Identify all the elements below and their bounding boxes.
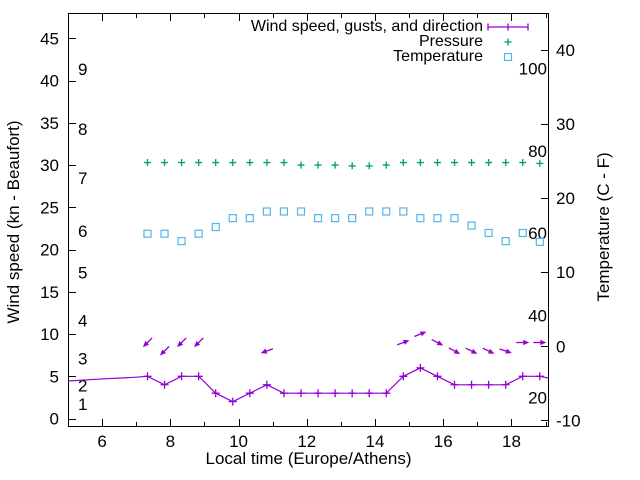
svg-text:5: 5: [78, 263, 87, 282]
chart-legend: Wind speed, gusts, and direction Pressur…: [250, 18, 533, 65]
svg-text:40: 40: [528, 306, 547, 325]
svg-text:6: 6: [78, 222, 87, 241]
svg-text:3: 3: [78, 350, 87, 369]
wind-gust-arrows: [142, 331, 547, 356]
right-axis-title: Temperature (C - F): [594, 152, 613, 302]
pressure-series: [143, 159, 544, 170]
legend-label-temperature: Temperature: [393, 48, 483, 65]
svg-text:80: 80: [528, 142, 547, 161]
legend-label-wind: Wind speed, gusts, and direction: [250, 18, 483, 35]
svg-text:15: 15: [40, 283, 59, 302]
svg-text:5: 5: [50, 367, 59, 386]
wind-speed-series: [67, 363, 549, 406]
svg-text:10: 10: [40, 325, 59, 344]
svg-text:35: 35: [40, 114, 59, 133]
c-axis-ticks: -10 0 10 20 30 40: [541, 41, 581, 430]
svg-text:0: 0: [50, 410, 59, 429]
svg-text:60: 60: [528, 224, 547, 243]
wind-line-sample-icon: [483, 21, 533, 33]
legend-label-pressure: Pressure: [418, 33, 483, 50]
svg-text:100: 100: [519, 59, 547, 78]
svg-text:10: 10: [229, 432, 248, 451]
svg-text:20: 20: [556, 189, 575, 208]
temperature-series: [143, 207, 544, 246]
x-axis-ticks: 6 8 10 12 14 16 18: [97, 14, 547, 451]
pressure-plus-sample-icon: [483, 36, 533, 48]
plot-border: [68, 13, 549, 427]
svg-text:6: 6: [97, 432, 106, 451]
f-scale-labels: 20 40 60 80 100: [519, 59, 547, 407]
svg-text:4: 4: [78, 312, 87, 331]
svg-text:12: 12: [297, 432, 316, 451]
svg-text:2: 2: [78, 377, 87, 396]
legend-item-wind: Wind speed, gusts, and direction: [250, 18, 533, 35]
svg-text:7: 7: [78, 169, 87, 188]
svg-text:14: 14: [366, 432, 385, 451]
svg-text:45: 45: [40, 29, 59, 48]
temperature-square-sample-icon: [483, 51, 533, 63]
kn-axis-ticks: 0 5 10 15 20 25 30 35 40 45: [40, 29, 76, 429]
svg-text:20: 20: [528, 389, 547, 408]
legend-item-temperature: Temperature: [251, 48, 533, 65]
svg-text:40: 40: [40, 72, 59, 91]
svg-text:8: 8: [78, 120, 87, 139]
svg-text:1: 1: [78, 395, 87, 414]
svg-text:-10: -10: [556, 411, 581, 430]
svg-text:20: 20: [40, 241, 59, 260]
svg-text:40: 40: [556, 41, 575, 60]
legend-item-pressure: Pressure: [251, 33, 533, 50]
svg-text:8: 8: [166, 432, 175, 451]
svg-text:30: 30: [40, 156, 59, 175]
x-axis-title: Local time (Europe/Athens): [205, 449, 412, 468]
svg-text:25: 25: [40, 198, 59, 217]
svg-text:9: 9: [78, 60, 87, 79]
svg-text:0: 0: [556, 337, 565, 356]
left-axis-title: Wind speed (kn - Beaufort): [4, 120, 23, 324]
svg-text:18: 18: [502, 432, 521, 451]
beaufort-labels: 12 3 4 5 6 7 8 9: [78, 60, 87, 414]
svg-text:16: 16: [434, 432, 453, 451]
svg-text:30: 30: [556, 115, 575, 134]
svg-text:10: 10: [556, 263, 575, 282]
